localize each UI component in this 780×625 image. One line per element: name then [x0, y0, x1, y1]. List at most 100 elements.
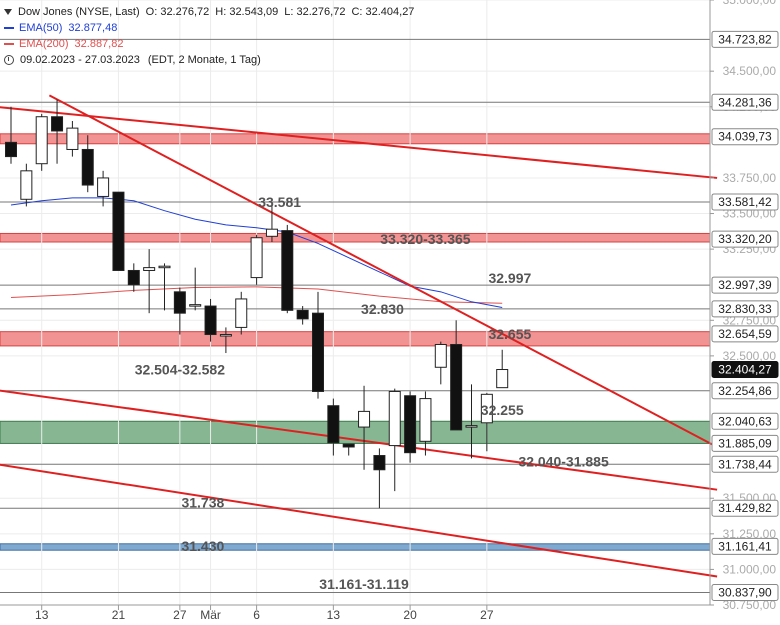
ema50-label: EMA(50)	[19, 22, 63, 34]
price-tag-text: 32.040,63	[718, 414, 772, 428]
zone-label: 32.255	[481, 402, 524, 418]
zone-band-blue	[0, 543, 711, 551]
zone-label: 31.738	[181, 495, 224, 511]
candle-down[interactable]	[5, 141, 17, 158]
price-tag	[711, 128, 779, 146]
trendline[interactable]	[0, 106, 718, 179]
ema200-legend: EMA(200) 32.887,82	[4, 36, 420, 52]
last-price-tag	[711, 361, 779, 379]
ema200-label: EMA(200)	[19, 38, 69, 50]
candle-down[interactable]	[373, 455, 386, 471]
candle-up[interactable]	[434, 343, 447, 368]
price-tag-text: 33.581,42	[718, 195, 772, 209]
candle-down[interactable]	[51, 116, 64, 132]
price-tag	[711, 455, 779, 473]
price-tag	[711, 382, 779, 400]
candle-up[interactable]	[35, 116, 48, 165]
y-tick-label: 30.750,00	[723, 598, 777, 612]
price-tag-text: 34.281,36	[718, 95, 772, 109]
candle-down[interactable]	[450, 343, 463, 431]
price-tag-text: 32.654,59	[718, 327, 772, 341]
candle-up[interactable]	[265, 228, 278, 237]
collapse-triangle-icon[interactable]	[4, 9, 12, 15]
price-tag	[711, 193, 779, 211]
ema50-legend: EMA(50) 32.877,48	[4, 20, 420, 36]
zone-label: 32.997	[488, 270, 531, 286]
trendline[interactable]	[48, 94, 718, 448]
price-tag	[711, 583, 779, 601]
ohlc-row: Dow Jones (NYSE, Last) O: 32.276,72 H: 3…	[4, 4, 420, 20]
price-tag-text: 32.254,86	[718, 384, 772, 398]
candle-down[interactable]	[327, 405, 340, 444]
candle-down[interactable]	[312, 312, 324, 392]
y-tick-label: 34.500,00	[723, 64, 777, 78]
zone-label: 32.504-32.582	[135, 361, 226, 377]
x-tick-label: 6	[253, 608, 260, 622]
x-tick-label: 27	[173, 608, 187, 622]
ema200-swatch	[4, 43, 14, 45]
candle-up[interactable]	[189, 304, 202, 307]
candle-up[interactable]	[496, 369, 509, 389]
candle-up[interactable]	[97, 177, 110, 197]
price-tag-text: 34.723,82	[718, 32, 772, 46]
candle-down[interactable]	[404, 395, 417, 454]
candle-up[interactable]	[250, 237, 263, 279]
x-tick-label: 13	[327, 608, 341, 622]
candle-up[interactable]	[419, 398, 432, 442]
candle-up[interactable]	[158, 265, 171, 269]
y-tick-label: 31.250,00	[723, 527, 777, 541]
candle-down[interactable]	[127, 269, 140, 286]
open-value: O: 32.276,72	[145, 6, 210, 18]
zone-label: 33.581	[258, 194, 301, 210]
candle-up[interactable]	[143, 267, 156, 271]
price-tag	[711, 325, 779, 343]
price-tag-text: 31.161,41	[718, 539, 772, 553]
candle-down[interactable]	[296, 309, 309, 320]
high-value: H: 32.543,09	[215, 6, 279, 18]
price-tag	[711, 276, 779, 294]
candle-down[interactable]	[112, 191, 125, 271]
low-value: L: 32.276,72	[284, 6, 346, 18]
candle-up[interactable]	[388, 390, 401, 447]
candle-down[interactable]	[281, 230, 294, 311]
trendline[interactable]	[0, 389, 718, 491]
price-tag	[711, 300, 779, 318]
candle-up[interactable]	[66, 127, 79, 150]
candle-up[interactable]	[235, 298, 248, 328]
y-tick-label: 33.750,00	[723, 171, 777, 185]
price-tag-text: 31.738,44	[718, 457, 772, 471]
x-tick-label: 13	[35, 608, 49, 622]
x-tick-label: Mär	[200, 608, 221, 622]
price-tag	[711, 434, 779, 452]
clock-icon	[4, 55, 14, 65]
zone-label: 32.830	[361, 301, 404, 317]
price-tag-text: 32.997,39	[718, 278, 772, 292]
trendline[interactable]	[0, 463, 718, 578]
candle-down[interactable]	[173, 291, 186, 314]
candle-down[interactable]	[342, 443, 355, 448]
price-tag	[711, 93, 779, 111]
candle-down[interactable]	[81, 148, 94, 186]
last-price-text: 32.404,27	[718, 363, 772, 377]
price-tag-text: 31.885,09	[718, 436, 772, 450]
ema50-value: 32.877,48	[68, 22, 118, 34]
candle-up[interactable]	[20, 170, 33, 200]
price-tag	[711, 499, 779, 517]
candle-up[interactable]	[465, 425, 478, 428]
period-info: (EDT, 2 Monate, 1 Tag)	[147, 54, 261, 66]
zone-label: 32.655	[488, 326, 531, 342]
ema50-line	[10, 197, 503, 308]
candle-up[interactable]	[480, 393, 493, 424]
y-tick-label: 31.000,00	[723, 562, 777, 576]
candle-up[interactable]	[219, 334, 232, 337]
candle-up[interactable]	[358, 410, 371, 428]
range-row: 09.02.2023 - 27.03.2023 (EDT, 2 Monate, …	[4, 52, 420, 68]
zone-band-resistance	[0, 232, 711, 243]
close-value: C: 32.404,27	[351, 6, 415, 18]
ema50-swatch	[4, 27, 14, 29]
candle-down[interactable]	[204, 305, 217, 336]
x-tick-label: 21	[112, 608, 126, 622]
price-tag-text: 30.837,90	[718, 585, 772, 599]
price-tag	[711, 230, 779, 248]
